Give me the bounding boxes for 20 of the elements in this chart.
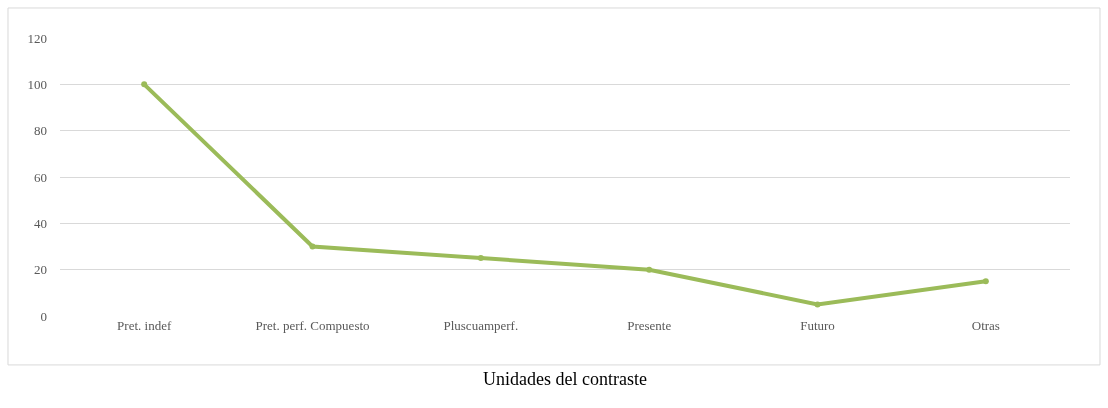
x-tick-label: Pluscuamperf. [443, 318, 519, 333]
x-tick-label: Otras [971, 318, 1000, 333]
x-tick-label: Pret. perf. Compuesto [255, 318, 370, 333]
point [814, 301, 821, 308]
x-tick-label: Pret. indef [117, 318, 172, 333]
y-tick-label: 80 [34, 123, 47, 139]
x-axis-title: Unidades del contraste [483, 369, 647, 390]
y-tick-label: 20 [34, 262, 47, 278]
x-tick-label: Presente [627, 318, 672, 333]
y-tick-label: 100 [27, 76, 47, 92]
x-tick-label: Futuro [800, 318, 835, 333]
point [309, 243, 316, 250]
point [982, 278, 989, 285]
y-tick-label: 120 [27, 30, 47, 46]
y-tick-label: 0 [40, 308, 47, 324]
y-tick-label: 60 [34, 169, 47, 185]
point [141, 81, 148, 88]
point [477, 255, 484, 262]
point [646, 266, 653, 273]
y-tick-label: 40 [34, 215, 47, 231]
